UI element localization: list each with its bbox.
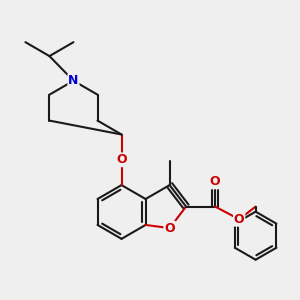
Text: O: O — [164, 222, 175, 235]
Text: O: O — [210, 176, 220, 188]
Text: O: O — [234, 213, 244, 226]
Text: O: O — [116, 153, 127, 166]
Text: N: N — [68, 74, 79, 87]
